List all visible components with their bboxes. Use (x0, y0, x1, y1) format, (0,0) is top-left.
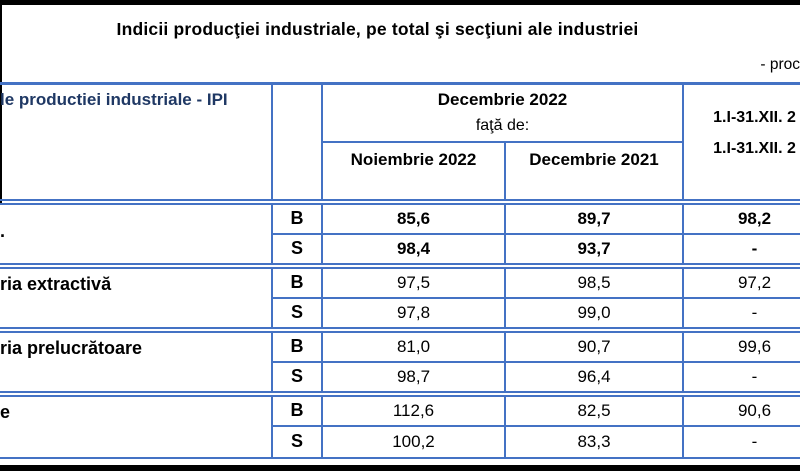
series-b-cell: B (271, 390, 323, 427)
value-cell: 99,6 (682, 326, 800, 363)
value-cell: 97,2 (682, 262, 800, 299)
value-cell: 99,0 (503, 296, 685, 331)
series-b-cell: B (271, 198, 323, 235)
value-cell: 98,5 (503, 262, 685, 299)
column-header-series (271, 82, 323, 203)
series-s-cell: S (271, 232, 323, 267)
value-cell: 90,6 (682, 390, 800, 427)
series-s-cell: S (271, 360, 323, 395)
row-label-manufacturing-fragment: ria prelucrătoare (0, 326, 273, 395)
row-label-total-fragment: . (0, 198, 273, 267)
value-cell: - (682, 424, 800, 459)
value-cell: - (682, 360, 800, 395)
value-cell: 81,0 (321, 326, 506, 363)
table-row: e B 112,6 82,5 90,6 (0, 390, 800, 459)
row-label-extractive-fragment: ria extractivă (0, 262, 273, 331)
table-row: ria prelucrătoare B 81,0 90,7 99,6 (0, 326, 800, 395)
series-b-cell: B (271, 262, 323, 299)
value-cell: 98,7 (321, 360, 506, 395)
period-title: Decembrie 2022 (437, 89, 568, 109)
value-cell: 82,5 (503, 390, 685, 427)
value-cell: 98,2 (682, 198, 800, 235)
table-row: S 97,8 99,0 - (0, 296, 800, 331)
value-cell: - (682, 296, 800, 331)
period-subtitle: faţă de: (475, 116, 530, 134)
column-header-year-range: 1.I-31.XII. 2 1.I-31.XII. 2 (682, 82, 800, 203)
value-cell: 100,2 (321, 424, 506, 459)
table-row: ria extractivă B 97,5 98,5 97,2 (0, 262, 800, 331)
column-header-prev-month: Noiembrie 2022 (321, 140, 506, 203)
column-header-prev-year: Decembrie 2021 (503, 140, 685, 203)
value-cell: 97,8 (321, 296, 506, 331)
crop-border-bottom (0, 465, 800, 471)
industrial-production-table: le productiei industriale - IPI Decembri… (0, 82, 800, 466)
table-row: . B 85,6 89,7 98,2 (0, 198, 800, 267)
value-cell: 89,7 (503, 198, 685, 235)
table-row: S 98,4 93,7 - (0, 232, 800, 267)
crop-border-top (0, 0, 800, 5)
year-range-line1: 1.I-31.XII. 2 (713, 108, 796, 126)
units-note-fragment: - proc (760, 56, 800, 73)
value-cell: 93,7 (503, 232, 685, 267)
value-cell: 98,4 (321, 232, 506, 267)
value-cell: 83,3 (503, 424, 685, 459)
value-cell: 96,4 (503, 360, 685, 395)
table-row: S 98,7 96,4 - (0, 360, 800, 395)
column-header-period-group: Decembrie 2022 faţă de: (320, 82, 685, 143)
column-header-ipi: le productiei industriale - IPI (0, 82, 273, 203)
year-range-line2: 1.I-31.XII. 2 (713, 139, 796, 157)
series-s-cell: S (271, 296, 323, 331)
value-cell: 85,6 (321, 198, 506, 235)
series-s-cell: S (271, 424, 323, 459)
value-cell: 112,6 (321, 390, 506, 427)
data-table: le productiei industriale - IPI Decembri… (0, 82, 800, 459)
table-row: S 100,2 83,3 - (0, 424, 800, 459)
value-cell: - (682, 232, 800, 267)
series-b-cell: B (271, 326, 323, 363)
value-cell: 90,7 (503, 326, 685, 363)
row-label-energy-fragment: e (0, 390, 273, 459)
value-cell: 97,5 (321, 262, 506, 299)
page-title: Indicii producţiei industriale, pe total… (116, 19, 639, 39)
